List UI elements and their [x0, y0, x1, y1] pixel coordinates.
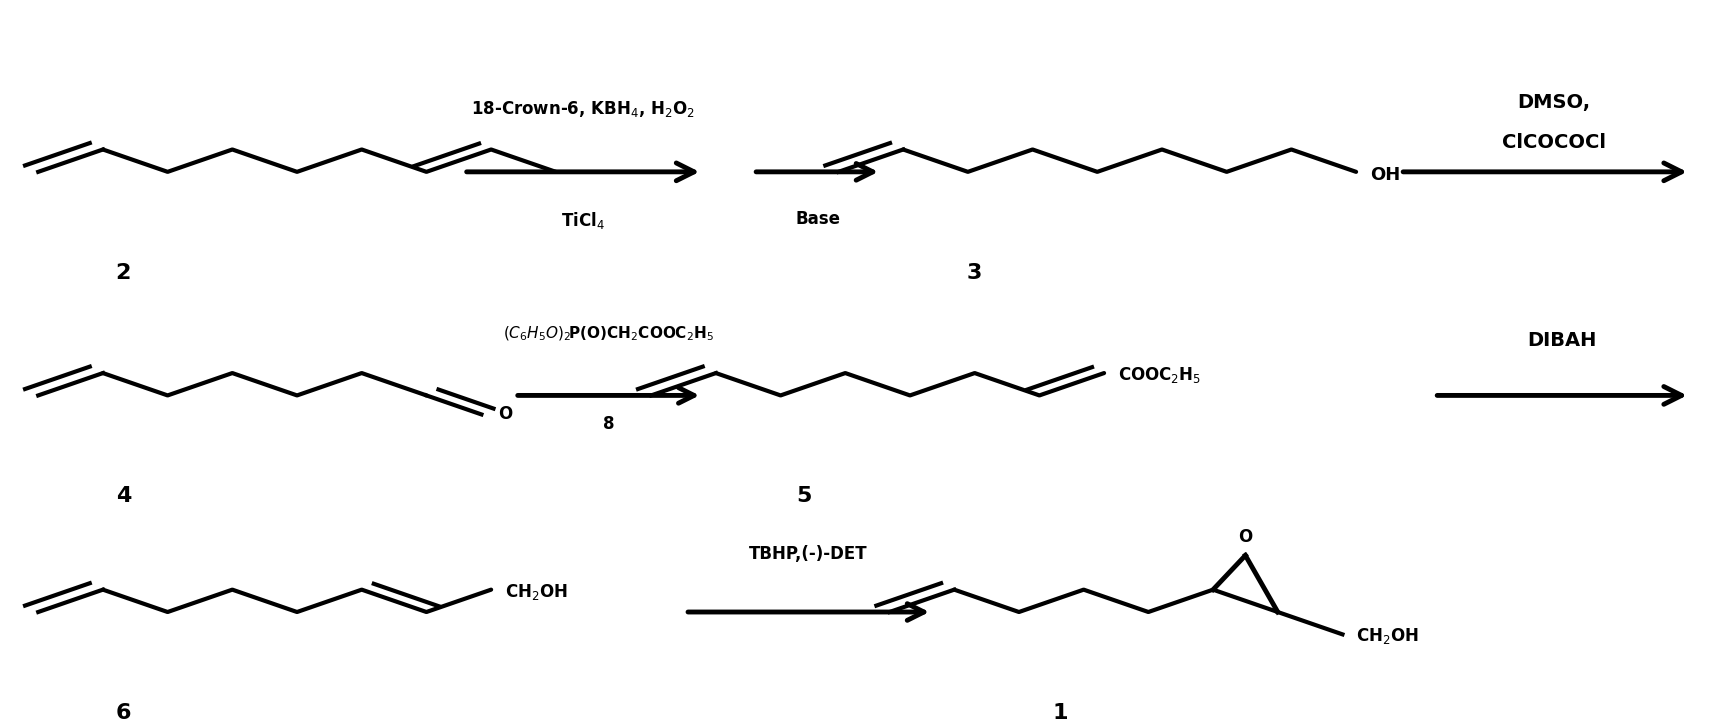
Text: Base: Base	[796, 210, 840, 228]
Text: DMSO,: DMSO,	[1518, 94, 1590, 113]
Text: COOC$_2$H$_5$: COOC$_2$H$_5$	[1117, 365, 1201, 385]
Text: CH$_2$OH: CH$_2$OH	[505, 582, 568, 602]
Text: OH: OH	[1371, 166, 1400, 185]
Text: 2: 2	[116, 262, 132, 283]
Text: 8: 8	[602, 415, 614, 433]
Text: $(C_6H_5O)_2\!$P(O)CH$_2$COOC$_2$H$_5$: $(C_6H_5O)_2\!$P(O)CH$_2$COOC$_2$H$_5$	[503, 325, 713, 343]
Text: TBHP,(-)-DET: TBHP,(-)-DET	[748, 545, 867, 563]
Text: 18-Crown-6, KBH$_4$, H$_2$O$_2$: 18-Crown-6, KBH$_4$, H$_2$O$_2$	[471, 100, 695, 119]
Text: O: O	[1239, 529, 1252, 546]
Text: 1: 1	[1052, 703, 1068, 723]
Text: 5: 5	[797, 486, 813, 506]
Text: CH$_2$OH: CH$_2$OH	[1357, 627, 1418, 646]
Text: O: O	[498, 406, 513, 423]
Text: 4: 4	[116, 486, 132, 506]
Text: TiCl$_4$: TiCl$_4$	[561, 210, 606, 231]
Text: 3: 3	[967, 262, 982, 283]
Text: DIBAH: DIBAH	[1528, 331, 1596, 350]
Text: ClCOCOCl: ClCOCOCl	[1502, 133, 1605, 152]
Text: 6: 6	[116, 703, 132, 723]
